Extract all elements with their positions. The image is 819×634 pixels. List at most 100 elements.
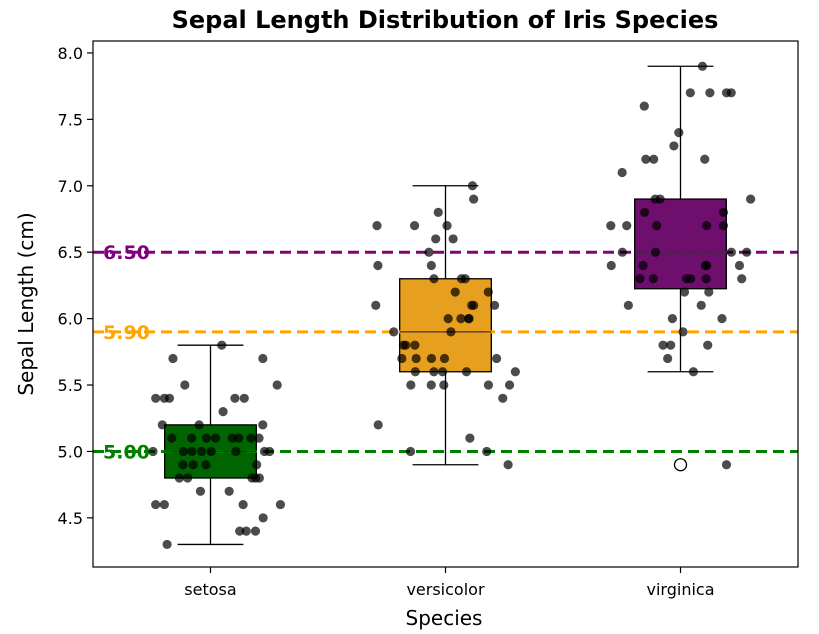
data-point [183, 473, 193, 483]
data-point [606, 221, 616, 231]
data-point [373, 420, 383, 430]
y-tick-label: 6.5 [58, 243, 83, 262]
y-tick-label: 6.0 [58, 310, 83, 329]
data-point [429, 367, 439, 377]
data-point [398, 340, 409, 350]
data-point [703, 340, 713, 350]
data-point [187, 433, 197, 443]
data-point [195, 486, 206, 496]
data-point [410, 367, 420, 377]
data-point [697, 61, 708, 71]
data-point [258, 353, 268, 364]
data-point [450, 287, 460, 297]
data-point [148, 446, 158, 457]
data-point [410, 340, 420, 350]
data-point [227, 433, 237, 443]
data-point [159, 393, 169, 403]
data-point [718, 207, 729, 217]
data-point [617, 167, 627, 178]
data-point [159, 499, 169, 510]
data-point [650, 247, 661, 257]
data-point [246, 433, 256, 443]
data-point [437, 367, 448, 377]
data-point [717, 314, 727, 324]
data-point [483, 380, 494, 390]
data-point [231, 446, 241, 457]
data-point [217, 340, 227, 350]
data-point [151, 393, 161, 403]
data-point [448, 234, 458, 244]
data-point [649, 154, 659, 164]
y-tick-label: 7.5 [58, 110, 83, 129]
data-point [467, 300, 477, 310]
data-point [178, 446, 189, 457]
y-tick-label: 5.0 [58, 442, 83, 461]
data-point [426, 380, 436, 390]
outlier-point [673, 458, 688, 472]
data-point [638, 260, 648, 271]
data-point [681, 274, 692, 284]
data-point [669, 141, 679, 151]
data-point [461, 367, 472, 377]
data-point [641, 154, 651, 164]
data-point [187, 446, 197, 457]
data-point [210, 433, 221, 443]
data-point [685, 88, 695, 98]
data-point [372, 221, 382, 231]
data-point [239, 393, 249, 403]
data-point [623, 300, 633, 310]
data-point [498, 393, 508, 403]
data-point [510, 367, 520, 377]
data-point [469, 194, 479, 204]
data-point [254, 433, 264, 443]
data-point [652, 221, 662, 231]
data-point [460, 274, 470, 284]
data-point [397, 353, 407, 364]
data-point [504, 380, 515, 390]
box-setosa [164, 344, 257, 546]
data-point [742, 247, 752, 257]
data-point [718, 221, 729, 231]
y-tick-label: 5.5 [58, 376, 83, 395]
box-body [634, 198, 727, 290]
y-tick-label: 4.5 [58, 509, 83, 528]
data-point [734, 260, 745, 271]
data-point [622, 221, 632, 231]
data-point [431, 234, 441, 244]
data-point [482, 446, 492, 457]
median-reference-label: 6.50 [103, 242, 150, 264]
data-point [389, 327, 399, 337]
data-point [252, 460, 262, 470]
data-point [235, 526, 245, 536]
plot-area: 5.00 5.90 6.50 [93, 61, 798, 550]
data-point [700, 260, 710, 271]
y-tick-label: 8.0 [58, 44, 83, 63]
data-point [678, 327, 688, 337]
data-point [411, 353, 421, 364]
data-point [258, 513, 268, 523]
data-point [679, 287, 690, 297]
data-point [230, 393, 240, 403]
data-point [424, 247, 434, 257]
data-point [264, 446, 275, 457]
data-point [617, 247, 627, 257]
data-point [667, 314, 677, 324]
data-point [234, 433, 244, 443]
data-point [180, 380, 190, 390]
x-tick-label: virginica [647, 580, 715, 599]
data-point [655, 194, 665, 204]
median-reference-label: 5.90 [103, 322, 150, 344]
data-point [666, 340, 676, 350]
data-point [688, 367, 699, 377]
x-tick-label: setosa [184, 580, 236, 599]
data-point [224, 486, 234, 496]
box-virginica [634, 65, 727, 472]
data-point [371, 300, 381, 310]
data-point [658, 340, 668, 350]
data-point [640, 207, 650, 217]
data-point [726, 88, 736, 98]
data-point [489, 300, 500, 310]
data-point [705, 88, 715, 98]
data-point [250, 526, 261, 536]
